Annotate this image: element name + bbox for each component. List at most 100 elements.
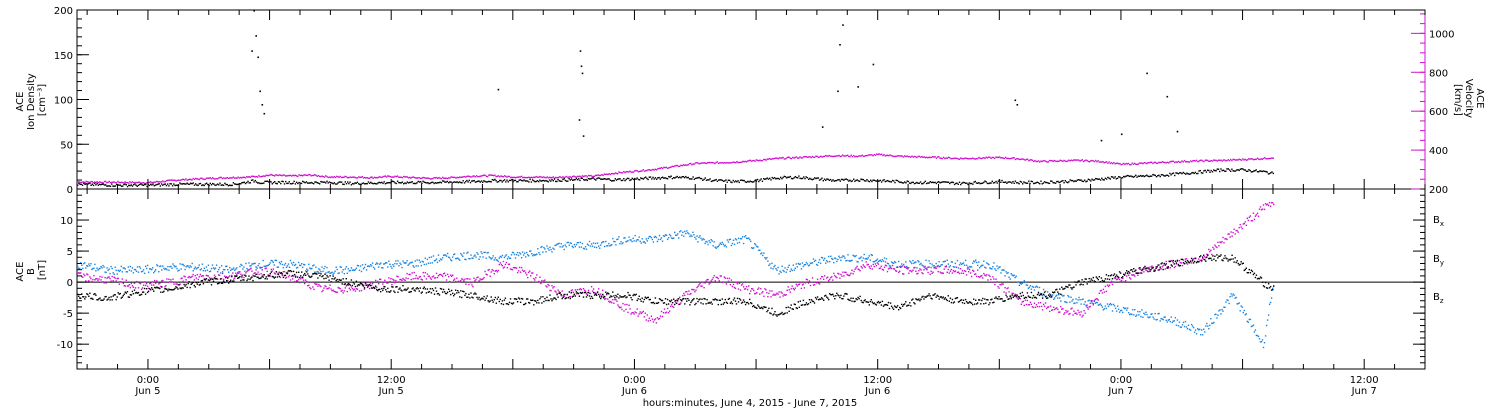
density-point (466, 179, 468, 182)
bz-point (1036, 305, 1039, 308)
velocity-point (314, 174, 316, 176)
bx-point (170, 288, 172, 291)
by-point (973, 260, 975, 262)
bz-point (310, 288, 312, 290)
by-point (560, 243, 562, 245)
by-point (132, 272, 135, 274)
by-point (1077, 299, 1079, 301)
bz-point (312, 286, 314, 288)
density-point (949, 182, 951, 185)
bz-point (932, 271, 934, 273)
by-point (1080, 303, 1082, 305)
by-point (1238, 302, 1240, 304)
velocity-point (655, 169, 658, 171)
velocity-point (1107, 162, 1109, 164)
bz-point (715, 276, 717, 278)
bz-point (766, 292, 768, 294)
bx-point (395, 286, 397, 288)
density-point (619, 178, 621, 180)
density-point (292, 182, 294, 184)
bx-point (527, 298, 529, 300)
bz-point (864, 266, 866, 268)
density-point (738, 181, 740, 184)
by-point (219, 272, 222, 274)
bz-point (1148, 266, 1150, 269)
bz-point (775, 293, 777, 296)
bz-point (532, 272, 534, 274)
density-point (413, 182, 416, 185)
bx-point (404, 288, 406, 290)
velocity-point (1003, 157, 1006, 160)
by-point (630, 239, 632, 241)
velocity-point (375, 177, 377, 179)
by-point (1119, 309, 1122, 312)
density-point (1148, 175, 1150, 178)
bz-point (132, 286, 135, 288)
density-point (1096, 178, 1098, 180)
bz-point (626, 303, 628, 306)
bx-point (472, 297, 474, 299)
density-point (1191, 172, 1193, 174)
bz-point (819, 278, 822, 280)
density-point (856, 179, 858, 181)
bz-point (1037, 302, 1040, 304)
velocity-point (725, 162, 727, 164)
density-point (961, 182, 963, 184)
bx-point (104, 296, 106, 298)
bz-point (987, 279, 989, 281)
bz-point (1209, 250, 1211, 253)
bz-point (1208, 248, 1210, 251)
bz-point (821, 276, 824, 278)
density-point (731, 181, 733, 184)
by-point (1014, 276, 1016, 279)
bz-point (332, 289, 334, 291)
by-point (657, 238, 660, 241)
velocity-point (430, 178, 433, 180)
bz-point (1038, 305, 1041, 308)
velocity-point (782, 156, 784, 159)
velocity-point (258, 174, 260, 177)
by-point (981, 264, 983, 267)
density-point (123, 183, 125, 186)
bz-point (267, 274, 269, 276)
by-point (1239, 310, 1241, 312)
bz-point (846, 273, 848, 276)
by-point (820, 256, 823, 259)
bx-point (202, 283, 205, 285)
bz-point (1033, 302, 1036, 304)
bz-point (280, 272, 283, 275)
bz-point (1074, 312, 1076, 315)
bz-point (1116, 278, 1119, 280)
bz-point (1172, 261, 1174, 264)
bx-point (721, 298, 723, 300)
density-point (1182, 171, 1184, 174)
density-point (838, 179, 840, 181)
bz-point (413, 271, 415, 274)
velocity-point (555, 176, 557, 179)
density-point (518, 179, 520, 181)
bz-point (750, 290, 752, 292)
bz-point (790, 288, 792, 290)
by-point (910, 261, 912, 263)
bz-point (166, 278, 168, 280)
by-point (1039, 292, 1042, 295)
density-point (673, 177, 675, 179)
density-point (1239, 168, 1242, 170)
density-point (427, 182, 429, 184)
bx-point (632, 294, 634, 297)
velocity-point (949, 157, 951, 159)
density-point (1222, 169, 1225, 171)
bz-point (1222, 236, 1224, 239)
bz-point (1030, 303, 1033, 305)
by-point (970, 266, 973, 268)
density-point (907, 180, 910, 183)
by-point (1138, 314, 1140, 316)
bz-point (1083, 310, 1085, 312)
velocity-point (469, 176, 472, 178)
density-point (286, 182, 288, 185)
bz-point (687, 293, 689, 295)
velocity-point (837, 155, 839, 157)
by-point (929, 262, 931, 265)
density-spike-point (255, 35, 257, 37)
density-point (111, 183, 113, 185)
